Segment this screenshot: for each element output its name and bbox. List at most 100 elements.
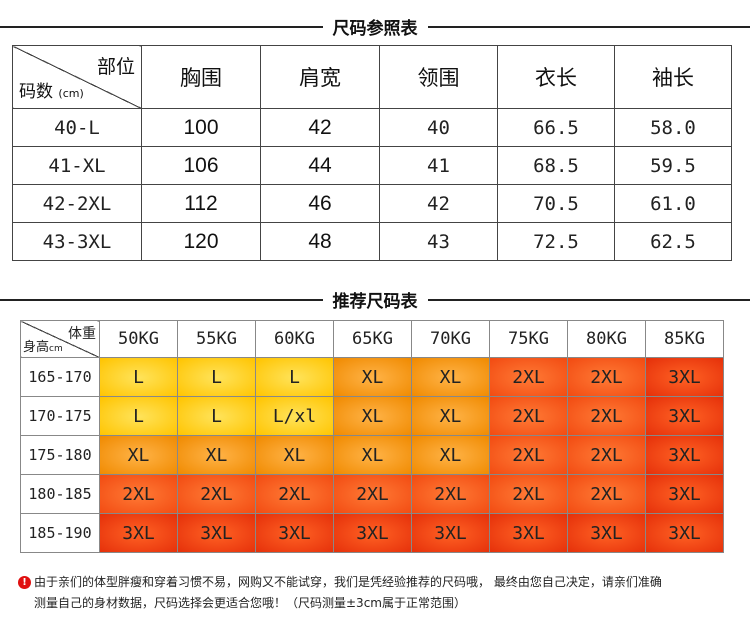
table-row: 40-L 100 42 40 66.5 58.0	[12, 108, 732, 147]
weight-header: 60KG	[255, 320, 334, 358]
corner-cell: 部位 码数 (cm)	[12, 45, 142, 109]
size-cell: XL	[333, 357, 412, 397]
table-row: 180-185 2XL 2XL 2XL 2XL 2XL 2XL 2XL 3XL	[20, 474, 724, 514]
sleeve-cell: 58.0	[614, 108, 732, 147]
table-row: 41-XL 106 44 41 68.5 59.5	[12, 146, 732, 185]
size-cell: L	[255, 357, 334, 397]
height-cell: 185-190	[20, 513, 100, 553]
corner-bottom-text: 码数	[19, 82, 53, 102]
size-cell: 3XL	[411, 513, 490, 553]
size-cell: 40-L	[12, 108, 142, 147]
size-cell: 3XL	[567, 513, 646, 553]
size-cell: 2XL	[489, 435, 568, 475]
size-chart-title-bar: 尺码参照表	[0, 14, 750, 39]
corner-top-label: 体重	[68, 326, 96, 342]
length-cell: 66.5	[497, 108, 615, 147]
size-cell: XL	[255, 435, 334, 475]
column-header: 肩宽	[260, 45, 380, 109]
size-cell: 2XL	[567, 357, 646, 397]
size-cell: XL	[411, 357, 490, 397]
sleeve-cell: 62.5	[614, 222, 732, 261]
size-cell: 3XL	[645, 396, 724, 436]
size-cell: 2XL	[177, 474, 256, 514]
table-row: 43-3XL 120 48 43 72.5 62.5	[12, 222, 732, 261]
weight-header: 85KG	[645, 320, 724, 358]
weight-header-row: 体重 身高cm 50KG 55KG 60KG 65KG 70KG 75KG 80…	[20, 320, 724, 358]
size-cell: 3XL	[177, 513, 256, 553]
shoulder-cell: 42	[260, 108, 380, 147]
sleeve-cell: 61.0	[614, 184, 732, 223]
size-cell: 42-2XL	[12, 184, 142, 223]
chest-cell: 106	[141, 146, 261, 185]
note-line-1: 由于亲们的体型胖瘦和穿着习惯不易，网购又不能试穿，我们是凭经验推荐的尺码哦， 最…	[34, 575, 662, 589]
chest-cell: 112	[141, 184, 261, 223]
size-cell: 2XL	[255, 474, 334, 514]
size-cell: 43-3XL	[12, 222, 142, 261]
size-cell: 3XL	[255, 513, 334, 553]
exclamation-icon: !	[18, 576, 31, 589]
size-cell: 3XL	[645, 474, 724, 514]
size-chart-title: 尺码参照表	[332, 19, 418, 39]
corner-unit: (cm)	[58, 87, 84, 100]
weight-header: 75KG	[489, 320, 568, 358]
corner-bottom-label: 码数 (cm)	[19, 77, 84, 102]
chest-cell: 120	[141, 222, 261, 261]
size-cell: XL	[177, 435, 256, 475]
column-header: 衣长	[497, 45, 615, 109]
size-cell: L	[99, 357, 178, 397]
divider	[0, 25, 323, 28]
size-cell: 2XL	[333, 474, 412, 514]
sleeve-cell: 59.5	[614, 146, 732, 185]
table-row: 42-2XL 112 46 42 70.5 61.0	[12, 184, 732, 223]
size-cell: 2XL	[489, 474, 568, 514]
collar-cell: 42	[379, 184, 498, 223]
size-cell: 2XL	[489, 357, 568, 397]
table-row: 165-170 L L L XL XL 2XL 2XL 3XL	[20, 357, 724, 397]
divider	[0, 298, 323, 301]
size-cell: 2XL	[567, 435, 646, 475]
divider	[427, 298, 750, 301]
table-row: 175-180 XL XL XL XL XL 2XL 2XL 3XL	[20, 435, 724, 475]
table-header-row: 部位 码数 (cm) 胸围 肩宽 领围 衣长 袖长	[12, 45, 732, 109]
size-cell: 3XL	[333, 513, 412, 553]
corner-cell: 体重 身高cm	[20, 320, 100, 358]
column-header: 胸围	[141, 45, 261, 109]
column-header: 领围	[379, 45, 498, 109]
height-cell: 165-170	[20, 357, 100, 397]
chest-cell: 100	[141, 108, 261, 147]
corner-unit: cm	[49, 344, 63, 354]
size-note: 由于亲们的体型胖瘦和穿着习惯不易，网购又不能试穿，我们是凭经验推荐的尺码哦， 最…	[34, 572, 734, 614]
size-chart-table: 部位 码数 (cm) 胸围 肩宽 领围 衣长 袖长 40-L 100 42 40…	[12, 45, 732, 261]
length-cell: 68.5	[497, 146, 615, 185]
size-cell: 3XL	[645, 435, 724, 475]
size-cell: 2XL	[567, 474, 646, 514]
weight-header: 55KG	[177, 320, 256, 358]
corner-top-label: 部位	[96, 56, 135, 78]
weight-header: 70KG	[411, 320, 490, 358]
recommend-chart-title: 推荐尺码表	[332, 292, 418, 312]
size-cell: 3XL	[99, 513, 178, 553]
size-cell: L/xl	[255, 396, 334, 436]
collar-cell: 43	[379, 222, 498, 261]
weight-header: 65KG	[333, 320, 412, 358]
corner-bottom-text: 身高	[23, 340, 50, 355]
collar-cell: 40	[379, 108, 498, 147]
size-cell: 2XL	[567, 396, 646, 436]
length-cell: 70.5	[497, 184, 615, 223]
size-cell: 2XL	[411, 474, 490, 514]
table-row: 185-190 3XL 3XL 3XL 3XL 3XL 3XL 3XL 3XL	[20, 513, 724, 553]
size-cell: L	[177, 357, 256, 397]
shoulder-cell: 46	[260, 184, 380, 223]
shoulder-cell: 44	[260, 146, 380, 185]
size-cell: 41-XL	[12, 146, 142, 185]
weight-header: 50KG	[99, 320, 178, 358]
height-cell: 170-175	[20, 396, 100, 436]
size-cell: L	[177, 396, 256, 436]
size-cell: 3XL	[489, 513, 568, 553]
size-cell: XL	[411, 435, 490, 475]
size-cell: XL	[99, 435, 178, 475]
table-row: 170-175 L L L/xl XL XL 2XL 2XL 3XL	[20, 396, 724, 436]
height-cell: 175-180	[20, 435, 100, 475]
size-cell: 2XL	[489, 396, 568, 436]
corner-bottom-label: 身高cm	[23, 336, 63, 355]
